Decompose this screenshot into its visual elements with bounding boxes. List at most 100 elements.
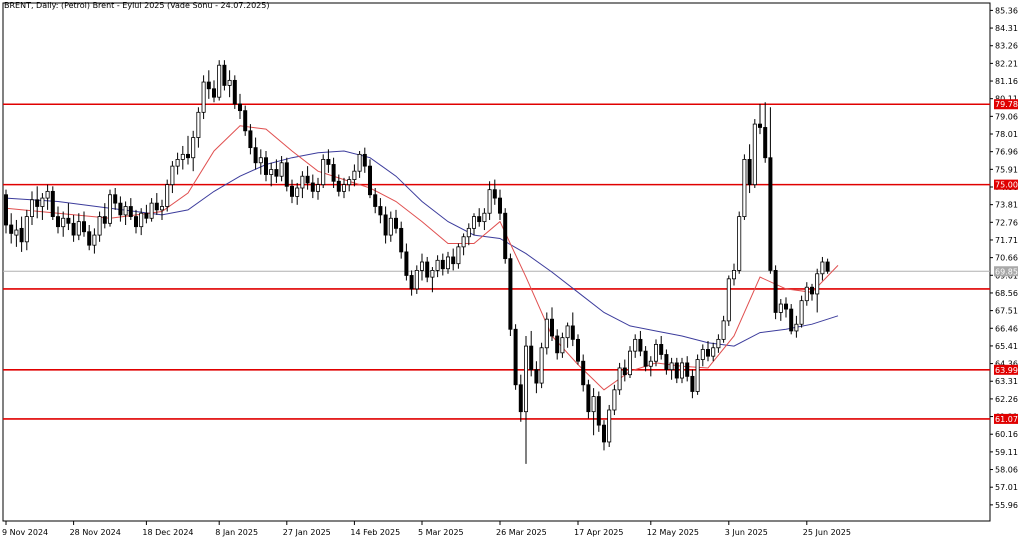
- candle-body: [92, 234, 97, 246]
- candle-body: [66, 217, 71, 224]
- candle: [471, 213, 476, 236]
- candle: [196, 107, 201, 148]
- candle-body: [617, 367, 622, 391]
- candle: [804, 282, 809, 306]
- candle: [128, 198, 133, 220]
- y-tick-label: 70.66: [995, 254, 1018, 263]
- candle: [700, 344, 705, 367]
- candle: [706, 341, 711, 362]
- candle: [513, 324, 518, 390]
- candle: [633, 334, 638, 358]
- candle-body: [128, 206, 133, 217]
- candle-body: [56, 216, 61, 228]
- moving-average-slow-line: [5, 150, 839, 347]
- candle: [622, 359, 627, 382]
- candle: [180, 145, 185, 170]
- candle-body: [643, 350, 648, 367]
- y-tick-label: 75.91: [995, 165, 1018, 174]
- candle: [144, 204, 149, 224]
- candle: [581, 354, 586, 392]
- candle-body: [133, 216, 138, 228]
- candle: [300, 171, 305, 199]
- candle-body: [784, 303, 789, 310]
- candle-body: [211, 88, 216, 98]
- candle: [544, 312, 549, 355]
- candle: [820, 256, 825, 281]
- y-tick-label: 73.81: [995, 201, 1018, 210]
- candle: [680, 357, 685, 384]
- candle: [399, 221, 404, 259]
- candle-body: [815, 273, 820, 295]
- x-tick-label: 14 Feb 2025: [350, 528, 400, 537]
- candle: [50, 186, 55, 220]
- last-price-tag-label: 69.85: [995, 267, 1018, 276]
- candle: [596, 391, 601, 432]
- candle: [524, 336, 529, 464]
- candle-body: [425, 261, 430, 278]
- candle: [87, 225, 92, 251]
- candle: [352, 164, 357, 187]
- candle: [529, 330, 534, 377]
- candle-body: [497, 197, 502, 214]
- candle-body: [664, 354, 669, 371]
- candle: [61, 211, 66, 237]
- candle: [773, 265, 778, 320]
- candle-body: [253, 147, 258, 164]
- y-tick-label: 65.41: [995, 342, 1018, 351]
- candle-body: [586, 384, 591, 413]
- candle: [237, 93, 242, 120]
- y-tick-label: 67.51: [995, 307, 1018, 316]
- candle-body: [560, 337, 565, 354]
- y-tick-label: 64.36: [995, 360, 1018, 369]
- candle-body: [529, 345, 534, 371]
- candle: [92, 228, 97, 254]
- y-tick-label: 84.31: [995, 24, 1018, 33]
- candle: [518, 374, 523, 422]
- candle: [29, 191, 34, 225]
- candle-body: [669, 362, 674, 371]
- candle: [565, 322, 570, 348]
- candle-body: [388, 217, 393, 236]
- candle: [664, 349, 669, 375]
- candle-body: [393, 217, 398, 229]
- candle: [388, 211, 393, 242]
- candle-body: [752, 123, 757, 186]
- candle-body: [118, 202, 123, 216]
- candle-body: [217, 64, 222, 98]
- candle-body: [222, 64, 227, 86]
- candle: [409, 270, 414, 296]
- candle-body: [170, 165, 175, 186]
- candle-body: [237, 103, 242, 112]
- candle: [815, 268, 820, 313]
- candle-body: [14, 229, 19, 236]
- candle-body: [768, 157, 773, 271]
- candle: [669, 357, 674, 380]
- candle-body: [175, 159, 180, 167]
- candle: [56, 206, 61, 234]
- candle-body: [456, 246, 461, 265]
- candle: [445, 251, 450, 274]
- candle: [654, 339, 659, 367]
- y-tick-label: 85.36: [995, 6, 1018, 15]
- candle-body: [274, 169, 279, 177]
- candle: [19, 216, 24, 252]
- candle: [482, 208, 487, 231]
- candle-body: [503, 212, 508, 260]
- candle-body: [201, 81, 206, 113]
- candle: [113, 188, 118, 210]
- candle-body: [154, 202, 159, 211]
- candle: [9, 213, 14, 244]
- candle-body: [258, 157, 263, 164]
- candle: [222, 60, 227, 91]
- candle-body: [471, 216, 476, 229]
- candle-body: [591, 396, 596, 413]
- candle-body: [409, 275, 414, 290]
- candle-body: [180, 153, 185, 160]
- candle-body: [445, 256, 450, 270]
- candle-body: [300, 175, 305, 189]
- candle-body: [336, 180, 341, 192]
- candle-body: [404, 251, 409, 276]
- candle-body: [763, 127, 768, 159]
